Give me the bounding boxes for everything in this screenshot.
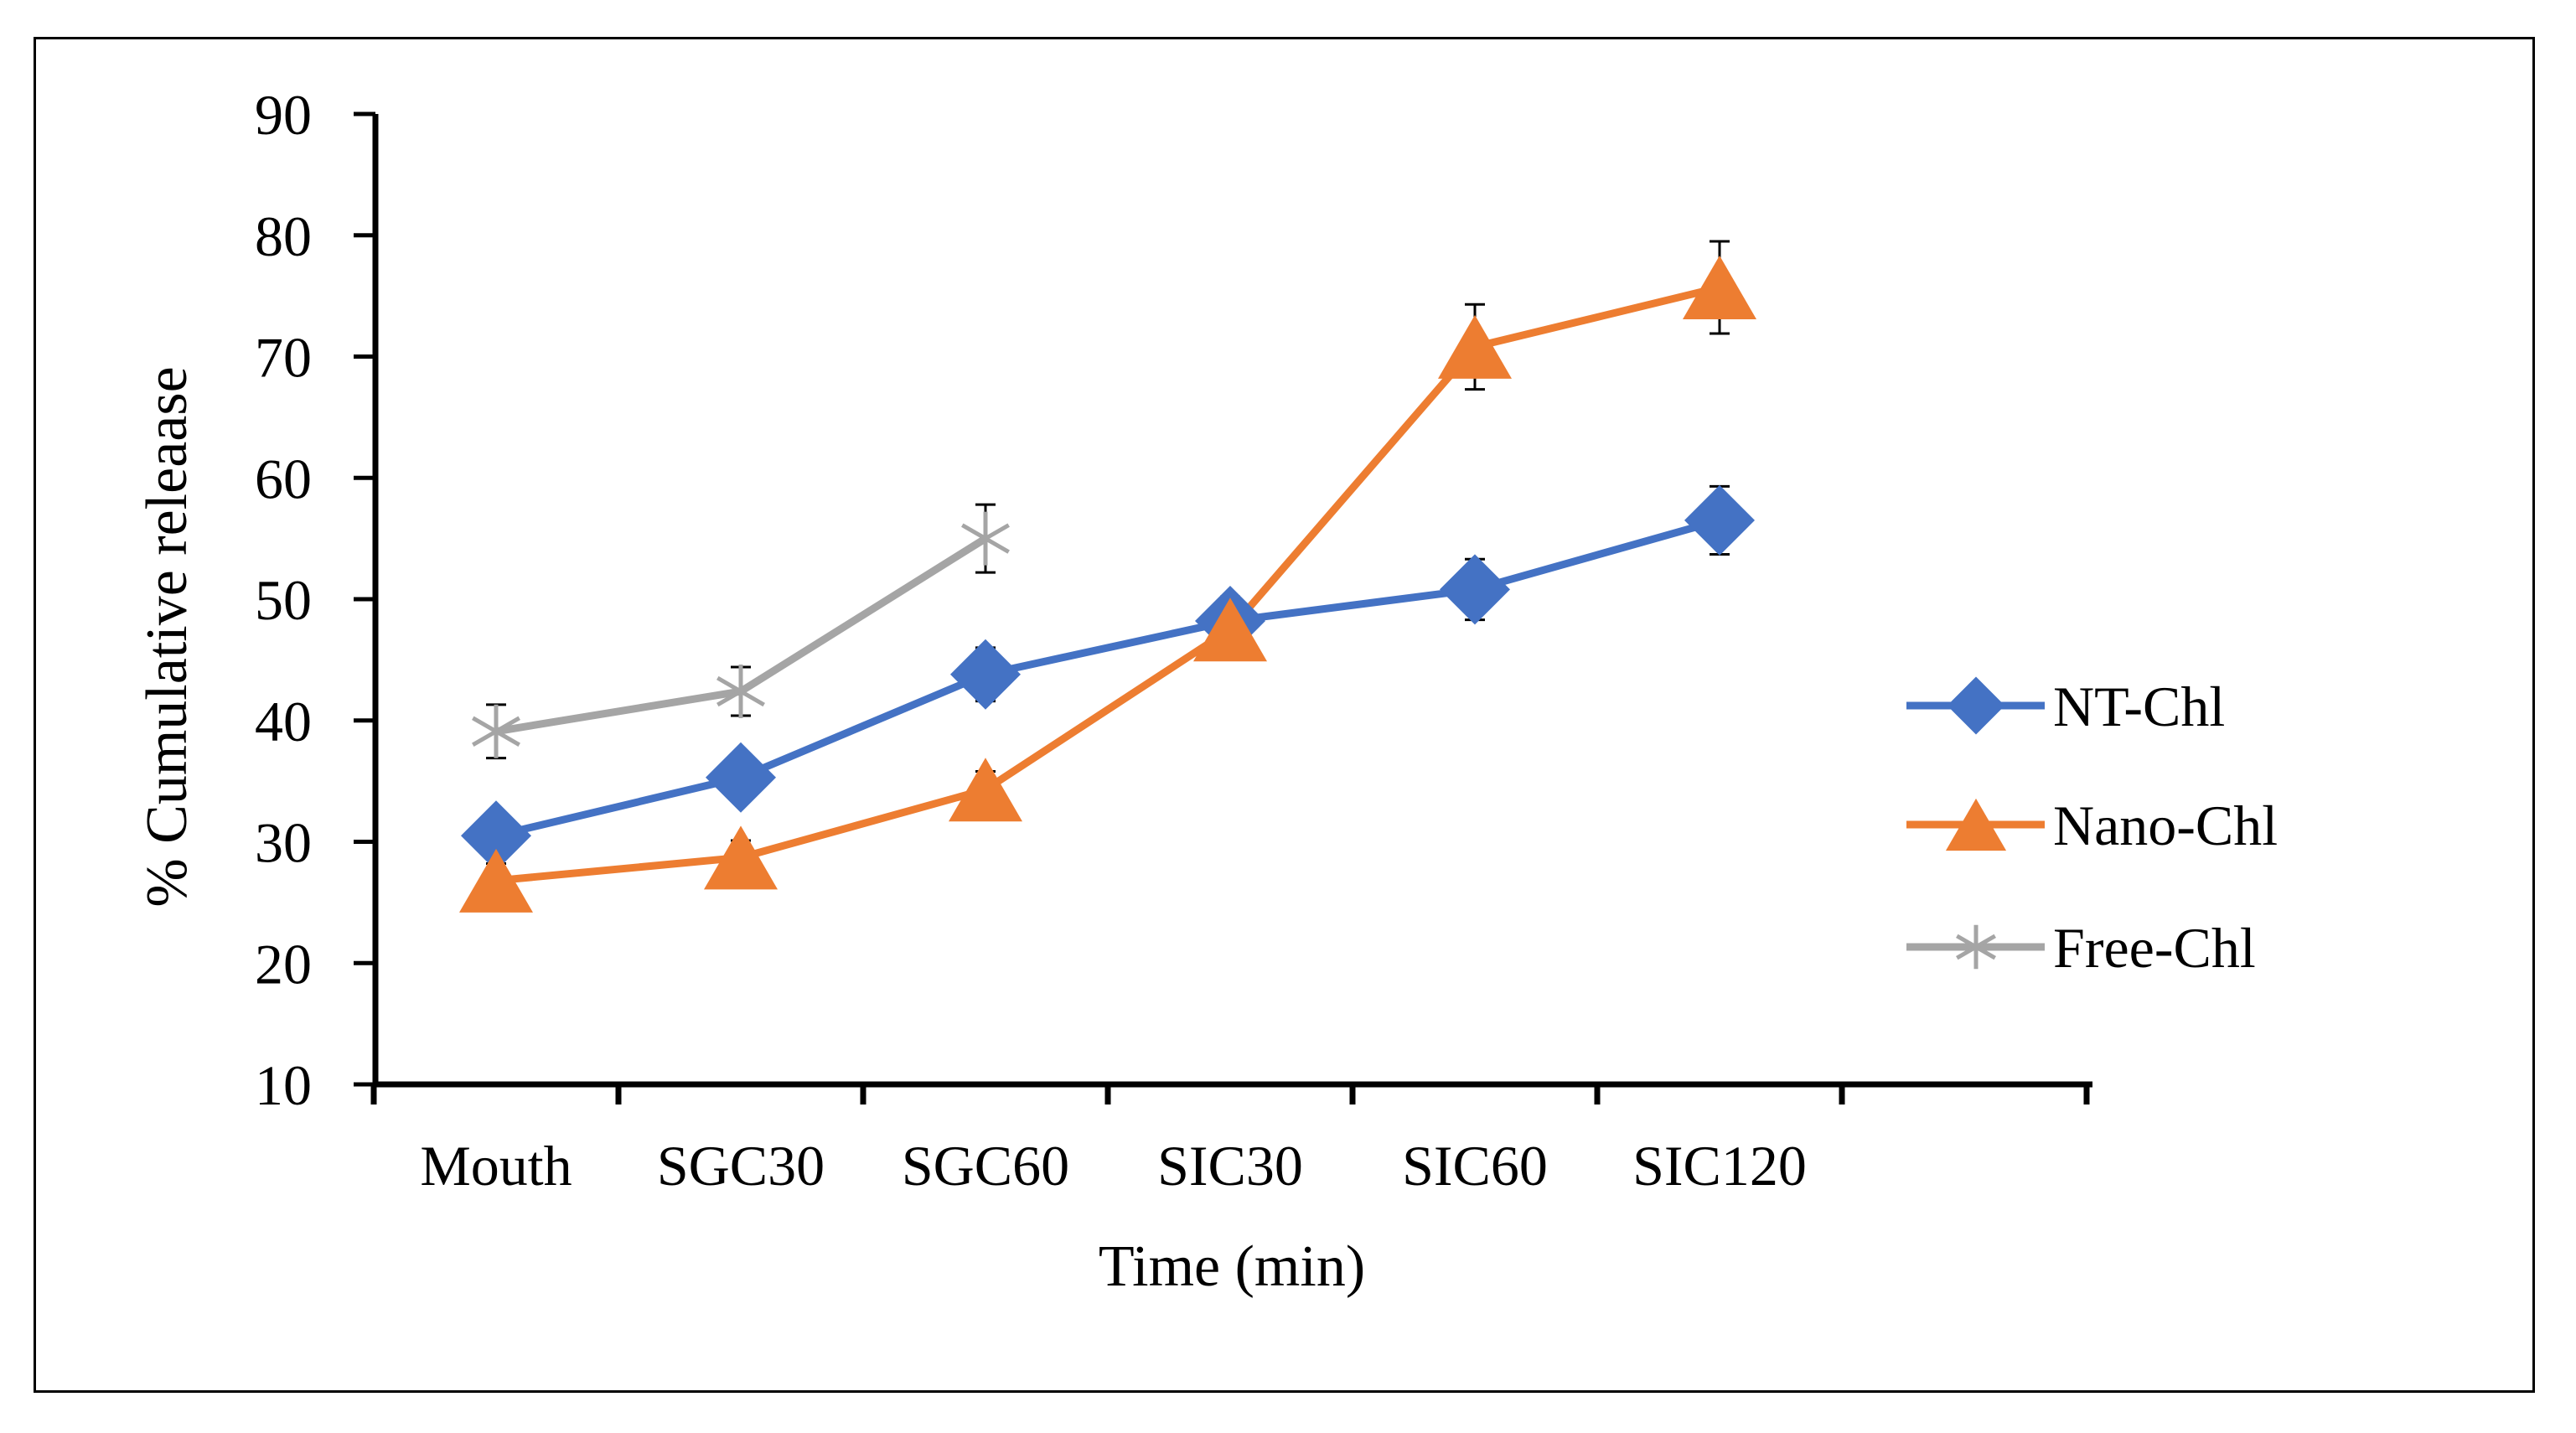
y-tick-label: 20 xyxy=(255,932,312,996)
legend-marker-free-chl xyxy=(1956,924,1996,970)
x-tick-label: SGC60 xyxy=(902,1134,1069,1198)
data-point-nano-chl xyxy=(459,848,533,913)
legend-marker-nt-chl xyxy=(1947,676,2005,735)
x-tick-label: SIC30 xyxy=(1157,1134,1303,1198)
data-point-nt-chl xyxy=(950,639,1021,710)
data-point-nano-chl xyxy=(704,825,778,890)
legend-label-nt-chl: NT-Chl xyxy=(2053,675,2225,738)
x-tick-label: Mouth xyxy=(420,1134,572,1198)
data-point-free-chl xyxy=(472,704,520,758)
y-tick-label: 50 xyxy=(255,568,312,632)
y-tick-label: 30 xyxy=(255,811,312,875)
x-tick-label: SIC60 xyxy=(1402,1134,1548,1198)
x-tick-label: SIC120 xyxy=(1632,1134,1807,1198)
data-point-nano-chl xyxy=(1193,598,1267,662)
legend-label-nano-chl: Nano-Chl xyxy=(2053,794,2278,857)
y-tick-label: 10 xyxy=(255,1053,312,1117)
data-point-free-chl xyxy=(716,665,765,719)
series-lines xyxy=(494,283,1721,885)
y-ticks: 10 20 30 40 50 60 70 80 90 xyxy=(255,83,375,1117)
data-point-nt-chl xyxy=(706,742,776,813)
x-axis-title: Time (min) xyxy=(1099,1234,1365,1299)
y-tick-label: 60 xyxy=(255,447,312,510)
legend: NT-Chl Nano-Chl Free-Chl xyxy=(1906,675,2278,980)
x-ticks: Mouth SGC30 SGC60 SIC30 SIC60 SIC120 xyxy=(370,1084,2090,1198)
y-tick-label: 80 xyxy=(255,204,312,268)
y-tick-label: 40 xyxy=(255,690,312,753)
series-line-nano-chl xyxy=(495,283,1721,885)
x-tick-label: SGC30 xyxy=(657,1134,825,1198)
legend-label-free-chl: Free-Chl xyxy=(2053,916,2256,980)
data-point-nano-chl xyxy=(949,758,1022,822)
data-point-nano-chl xyxy=(1438,314,1512,379)
y-tick-label: 90 xyxy=(255,83,312,147)
y-axis-title: % Cumulative releaase xyxy=(135,366,199,907)
data-point-free-chl xyxy=(961,511,1010,566)
y-tick-label: 70 xyxy=(255,326,312,390)
series-line-nt-chl xyxy=(494,516,1721,840)
data-point-nano-chl xyxy=(1683,255,1756,319)
chart-frame xyxy=(34,37,2535,1393)
data-point-nt-chl xyxy=(461,800,531,872)
data-point-nt-chl xyxy=(1684,484,1755,556)
series-markers xyxy=(459,255,1756,913)
legend-marker-nano-chl xyxy=(1945,798,2007,851)
data-point-nt-chl xyxy=(1440,554,1510,625)
